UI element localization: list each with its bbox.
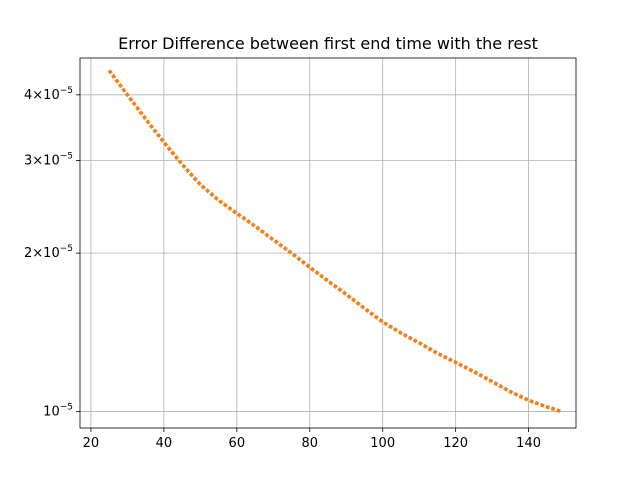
x-tick-label: 140 [516,436,541,451]
y-tick-exponent: −5 [60,402,73,412]
x-tick-label: 80 [301,436,318,451]
y-tick-exponent: −5 [60,244,73,254]
y-axis: 10−52×10−53×10−54×10−5 [24,86,80,419]
y-tick-label: 2×10−5 [24,244,73,261]
chart-title: Error Difference between first end time … [118,34,538,53]
y-tick-base: 10 [43,154,60,169]
y-tick-base: 10 [43,246,60,261]
x-tick-label: 120 [443,436,468,451]
y-tick-coefficient: 3× [24,154,43,169]
plot-frame [79,57,577,429]
y-tick-exponent: −5 [60,86,73,96]
x-tick-label: 100 [370,436,395,451]
grid-lines [80,58,576,428]
y-tick-coefficient: 4× [24,88,43,103]
y-tick-coefficient: 2× [24,246,43,261]
y-tick-base: 10 [43,404,60,419]
x-axis: 20 40 60 80 100 120 140 [83,428,541,451]
x-tick-label: 40 [156,436,173,451]
y-tick-base: 10 [43,88,60,103]
y-tick-label: 4×10−5 [24,86,73,103]
y-tick-label: 3×10−5 [24,152,73,169]
x-tick-label: 60 [229,436,246,451]
y-tick-exponent: −5 [60,152,73,162]
y-tick-label: 10−5 [43,402,73,419]
x-tick-label: 20 [83,436,100,451]
